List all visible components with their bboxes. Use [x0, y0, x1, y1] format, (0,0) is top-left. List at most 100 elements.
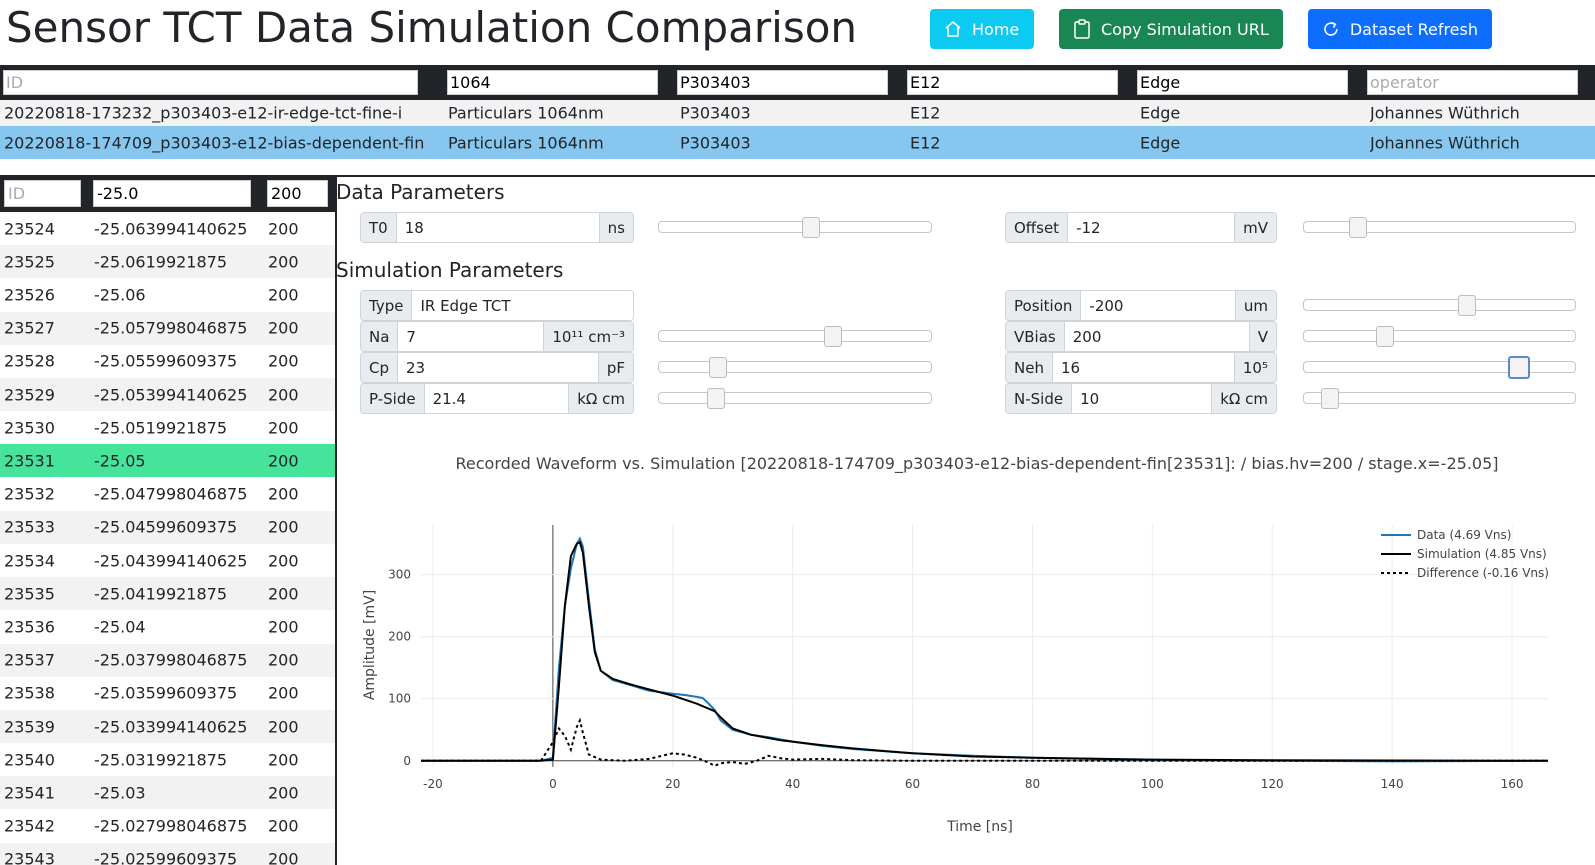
neh-unit: 10⁵ — [1233, 353, 1276, 382]
p-side-group: P-Side kΩ cm — [360, 383, 634, 414]
vbias-slider[interactable] — [1303, 326, 1576, 347]
measurement-row[interactable]: 23537 -25.037998046875 200 — [0, 643, 335, 677]
n-side-slider[interactable] — [1303, 388, 1576, 409]
measurement-id: 23540 — [4, 750, 55, 770]
slider-handle[interactable] — [824, 326, 843, 347]
measurement-row[interactable]: 23526 -25.06 200 — [0, 278, 335, 311]
measurement-bias: 200 — [268, 551, 299, 570]
position-slider[interactable] — [1303, 295, 1576, 316]
vbias-input[interactable] — [1064, 322, 1249, 351]
measurement-row[interactable]: 23543 -25.02599609375 200 — [0, 842, 335, 865]
measurement-row[interactable]: 23530 -25.0519921875 200 — [0, 411, 335, 444]
measurement-row[interactable]: 23535 -25.0419921875 200 — [0, 577, 335, 611]
series-line-1 — [421, 541, 1549, 762]
measurement-id: 23528 — [4, 351, 55, 371]
measurement-row[interactable]: 23536 -25.04 200 — [0, 610, 335, 643]
measurement-bias: 200 — [268, 849, 299, 865]
dataset-row-selected[interactable]: 20220818-174709_p303403-e12-bias-depende… — [0, 126, 1595, 159]
dataset-filter-row — [0, 65, 1595, 100]
series-line-0 — [421, 536, 1549, 763]
p-side-slider[interactable] — [658, 388, 932, 409]
filter-bias-input[interactable] — [267, 180, 328, 207]
slider-handle[interactable] — [1321, 388, 1340, 409]
filter-measurement-id-input[interactable] — [4, 180, 81, 207]
measurement-row[interactable]: 23538 -25.03599609375 200 — [0, 677, 335, 710]
measurement-filter-row — [0, 177, 335, 212]
measurement-row[interactable]: 23529 -25.053994140625 200 — [0, 378, 335, 411]
cp-input[interactable] — [398, 353, 598, 382]
filter-device-input[interactable] — [907, 70, 1118, 95]
measurement-row[interactable]: 23528 -25.05599609375 200 — [0, 345, 335, 378]
position-input[interactable] — [1081, 291, 1235, 320]
neh-slider[interactable] — [1303, 356, 1576, 379]
measurement-bias: 200 — [268, 683, 299, 703]
cp-slider[interactable] — [658, 357, 932, 378]
home-icon — [945, 20, 961, 37]
measurement-row[interactable]: 23531 -25.05 200 — [0, 444, 335, 478]
home-button[interactable]: Home — [930, 9, 1034, 49]
waveform-chart: Recorded Waveform vs. Simulation [202208… — [362, 454, 1549, 835]
measurement-row[interactable]: 23542 -25.027998046875 200 — [0, 810, 335, 843]
slider-handle[interactable] — [1348, 217, 1367, 238]
filter-type-input[interactable] — [1137, 70, 1348, 95]
x-tick-label: 60 — [905, 777, 920, 791]
vbias-label: VBias — [1006, 322, 1065, 351]
offset-label: Offset — [1006, 213, 1069, 242]
filter-operator-input[interactable] — [1367, 70, 1578, 95]
type-input[interactable] — [412, 291, 633, 320]
y-tick-label: 0 — [403, 754, 411, 768]
measurement-bias: 200 — [268, 451, 299, 471]
na-input[interactable] — [398, 322, 544, 351]
measurement-row[interactable]: 23541 -25.03 200 — [0, 776, 335, 810]
filter-id-input[interactable] — [3, 70, 418, 95]
measurement-stage-x: -25.057998046875 — [94, 318, 248, 338]
measurement-row[interactable]: 23539 -25.033994140625 200 — [0, 710, 335, 743]
dataset-refresh-button[interactable]: Dataset Refresh — [1308, 9, 1492, 49]
measurement-row[interactable]: 23524 -25.063994140625 200 — [0, 212, 335, 245]
t0-slider[interactable] — [658, 217, 932, 238]
offset-slider[interactable] — [1303, 217, 1576, 238]
slider-handle[interactable] — [706, 388, 725, 409]
clipboard-icon — [1074, 19, 1090, 39]
measurement-id: 23541 — [4, 783, 55, 803]
offset-group: Offset mV — [1005, 212, 1277, 243]
measurement-stage-x: -25.037998046875 — [94, 650, 248, 670]
n-side-input[interactable] — [1072, 384, 1212, 413]
measurement-row[interactable]: 23532 -25.047998046875 200 — [0, 478, 335, 511]
copy-simulation-url-button[interactable]: Copy Simulation URL — [1059, 9, 1283, 49]
slider-handle[interactable] — [1507, 356, 1530, 379]
measurement-row[interactable]: 23525 -25.0619921875 200 — [0, 245, 335, 279]
slider-handle[interactable] — [709, 357, 728, 378]
filter-wavelength-input[interactable] — [447, 70, 658, 95]
measurement-row[interactable]: 23540 -25.0319921875 200 — [0, 743, 335, 776]
p-side-input[interactable] — [424, 384, 569, 413]
measurement-row[interactable]: 23527 -25.057998046875 200 — [0, 311, 335, 345]
legend-label: Difference (-0.16 Vns) — [1417, 566, 1549, 580]
measurement-stage-x: -25.027998046875 — [94, 816, 248, 836]
measurement-row[interactable]: 23533 -25.04599609375 200 — [0, 510, 335, 544]
measurement-row[interactable]: 23534 -25.043994140625 200 — [0, 544, 335, 577]
offset-input[interactable] — [1068, 213, 1235, 242]
vbias-unit: V — [1248, 322, 1276, 351]
cp-group: Cp pF — [360, 352, 634, 383]
measurement-stage-x: -25.03599609375 — [94, 683, 238, 703]
p-side-label: P-Side — [361, 384, 425, 413]
measurement-bias: 200 — [268, 351, 299, 371]
x-tick-label: 80 — [1025, 777, 1040, 791]
na-slider[interactable] — [658, 326, 932, 347]
y-tick-label: 200 — [388, 630, 411, 644]
filter-stage-x-input[interactable] — [93, 180, 251, 207]
dataset-row[interactable]: 20220818-173232_p303403-e12-ir-edge-tct-… — [0, 100, 1595, 126]
measurement-id: 23524 — [4, 219, 55, 238]
neh-input[interactable] — [1052, 353, 1234, 382]
dataset-setup: Particulars 1064nm — [448, 133, 604, 152]
x-tick-label: 100 — [1141, 777, 1164, 791]
measurement-stage-x: -25.0319921875 — [94, 750, 228, 770]
t0-input[interactable] — [396, 213, 599, 242]
slider-handle[interactable] — [1457, 295, 1476, 316]
measurement-stage-x: -25.063994140625 — [94, 219, 248, 238]
slider-handle[interactable] — [1375, 326, 1394, 347]
slider-handle[interactable] — [802, 217, 821, 238]
measurement-bias: 200 — [268, 617, 299, 637]
filter-sensor-input[interactable] — [677, 70, 888, 95]
